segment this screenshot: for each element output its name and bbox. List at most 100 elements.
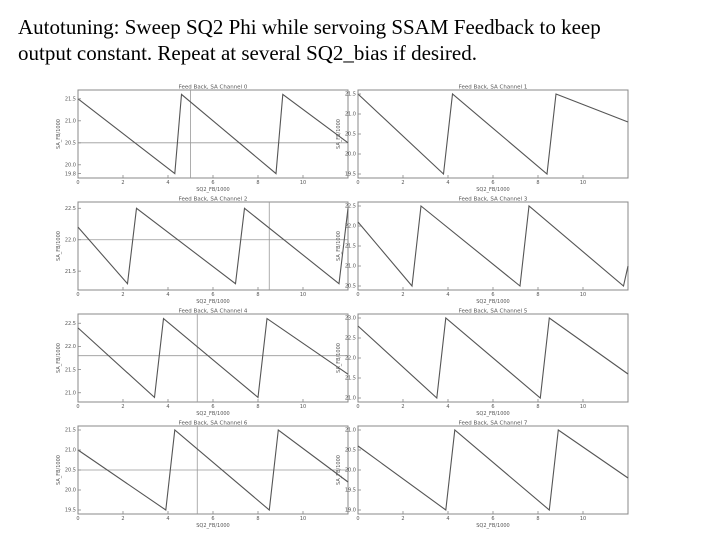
sa-feedback-trace [357,428,629,512]
y-tick-label: 21.5 [65,269,76,275]
x-tick-label: 2 [401,404,404,410]
y-tick-label: 19.0 [345,508,356,514]
sa-feedback-trace [77,317,349,399]
slide-title-line-1: Autotuning: Sweep SQ2 Phi while servoing… [18,15,601,39]
x-axis-label: SQ2_FB/1000 [476,411,510,417]
x-axis-label: SQ2_FB/1000 [476,299,510,305]
feedback-panel-7: Feed Back, SA Channel 7 0 2 4 6 8 10 19.0 19.5 20… [336,421,629,529]
x-axis-label: SQ2_FB/1000 [196,187,230,193]
x-tick-label: 6 [211,292,214,298]
x-tick-label: 6 [211,404,214,410]
sa-feedback-trace [77,428,349,512]
x-tick-label: 0 [356,180,359,186]
x-axis-label: SQ2_FB/1000 [196,523,230,529]
y-tick-label: 21.5 [345,92,356,98]
y-tick-label: 21.0 [65,448,76,454]
x-tick-label: 8 [536,180,539,186]
y-tick-label: 21.5 [65,97,76,103]
x-tick-label: 0 [356,516,359,522]
y-tick-label: 20.0 [65,488,76,494]
x-tick-label: 4 [166,292,169,298]
y-tick-label: 22.5 [345,204,356,210]
x-tick-label: 0 [76,516,79,522]
x-tick-label: 2 [121,180,124,186]
plot-frame [357,425,629,515]
feedback-panel-5: Feed Back, SA Channel 5 0 2 4 6 8 10 21.0 21.5 22… [336,309,629,417]
y-tick-label: 21.0 [65,119,76,125]
x-tick-label: 6 [491,292,494,298]
y-axis-label: SA_FB/1000 [56,231,62,261]
feedback-panel-3: Feed Back, SA Channel 3 0 2 4 6 8 10 20.5 21.0 21… [336,197,629,305]
y-tick-label: 20.5 [65,468,76,474]
x-tick-label: 2 [121,516,124,522]
x-tick-label: 8 [256,404,259,410]
x-tick-label: 2 [121,292,124,298]
x-tick-label: 8 [536,404,539,410]
x-tick-label: 0 [356,404,359,410]
y-tick-label: 23.0 [345,316,356,322]
y-tick-label: 20.5 [345,448,356,454]
y-tick-label: 21.0 [345,428,356,434]
x-tick-label: 4 [446,180,449,186]
slide-title-line-2: output constant. Repeat at several SQ2_b… [18,41,477,65]
y-tick-label: 22.0 [65,237,76,243]
x-tick-label: 0 [76,180,79,186]
x-tick-label: 2 [401,180,404,186]
x-tick-label: 10 [580,180,586,186]
y-tick-label: 20.5 [65,141,76,147]
x-tick-label: 6 [491,180,494,186]
y-tick-label: 22.5 [65,321,76,327]
plot-title: Feed Back, SA Channel 4 [179,309,248,315]
x-tick-label: 4 [446,516,449,522]
x-tick-label: 6 [491,516,494,522]
plot-frame [77,313,349,403]
y-tick-label: 22.5 [65,206,76,212]
x-tick-label: 10 [580,404,586,410]
y-axis-label: SA_FB/1000 [336,343,342,373]
y-tick-label: 19.5 [345,172,356,178]
sa-feedback-trace [357,92,629,176]
plot-frame [357,201,629,291]
y-axis-label: SA_FB/1000 [336,455,342,485]
y-tick-label: 21.0 [345,264,356,270]
x-tick-label: 4 [446,292,449,298]
sa-feedback-trace [77,207,349,285]
x-tick-label: 4 [166,180,169,186]
x-tick-label: 8 [256,292,259,298]
x-tick-label: 2 [401,516,404,522]
plot-title: Feed Back, SA Channel 7 [459,421,528,427]
x-tick-label: 10 [300,516,306,522]
x-axis-label: SQ2_FB/1000 [196,411,230,417]
sa-feedback-trace [77,93,349,175]
x-tick-label: 0 [76,404,79,410]
x-tick-label: 8 [536,516,539,522]
plot-frame [77,201,349,291]
x-tick-label: 8 [536,292,539,298]
y-axis-label: SA_FB/1000 [336,119,342,149]
sa-feedback-trace [357,204,629,288]
y-tick-label: 21.5 [65,428,76,434]
y-tick-label: 21.5 [345,376,356,382]
feedback-panel-0: Feed Back, SA Channel 0 0 2 4 6 8 10 19.8 20.0 20… [56,85,349,193]
y-axis-label: SA_FB/1000 [56,343,62,373]
x-axis-label: SQ2_FB/1000 [476,523,510,529]
x-tick-label: 4 [446,404,449,410]
feedback-panel-4: Feed Back, SA Channel 4 0 2 4 6 8 10 21.0 21.5 22… [56,309,349,417]
plot-title: Feed Back, SA Channel 5 [459,309,528,315]
y-tick-label: 22.0 [65,344,76,350]
x-tick-label: 6 [211,516,214,522]
x-axis-label: SQ2_FB/1000 [476,187,510,193]
y-tick-label: 21.5 [345,244,356,250]
y-tick-label: 21.0 [345,112,356,118]
x-axis-label: SQ2_FB/1000 [196,299,230,305]
y-tick-label: 19.8 [65,171,76,177]
plot-frame [77,89,349,179]
x-tick-label: 10 [300,292,306,298]
feedback-panel-2: Feed Back, SA Channel 2 0 2 4 6 8 10 21.5 22.0 22… [56,197,349,305]
y-tick-label: 20.0 [345,152,356,158]
x-tick-label: 10 [580,516,586,522]
x-tick-label: 4 [166,516,169,522]
x-tick-label: 8 [256,180,259,186]
sa-feedback-trace [357,316,629,400]
